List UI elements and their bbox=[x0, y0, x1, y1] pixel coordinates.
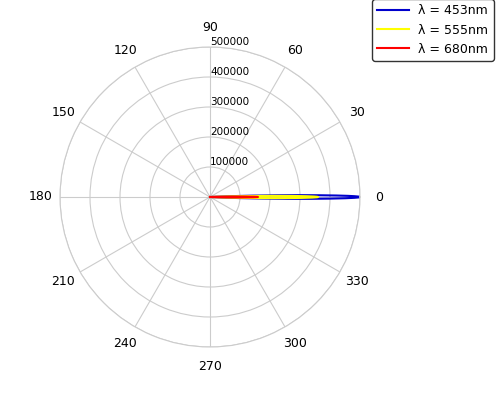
λ = 680nm bbox=[207, 195, 213, 199]
λ = 680nm bbox=[255, 195, 261, 199]
Legend: λ = 453nm, λ = 555nm, λ = 680nm: λ = 453nm, λ = 555nm, λ = 680nm bbox=[372, 0, 494, 61]
λ = 453nm bbox=[207, 195, 213, 199]
λ = 555nm bbox=[207, 195, 213, 199]
λ = 680nm bbox=[207, 195, 213, 199]
λ = 680nm bbox=[207, 195, 213, 199]
λ = 453nm bbox=[207, 195, 213, 199]
λ = 555nm bbox=[207, 195, 213, 199]
λ = 453nm bbox=[207, 195, 213, 199]
Line: λ = 453nm: λ = 453nm bbox=[210, 195, 360, 199]
λ = 680nm bbox=[207, 195, 213, 199]
λ = 453nm bbox=[207, 195, 213, 199]
λ = 453nm bbox=[207, 195, 213, 199]
λ = 680nm bbox=[207, 195, 213, 199]
λ = 555nm bbox=[207, 195, 213, 199]
λ = 453nm bbox=[207, 195, 213, 199]
λ = 555nm bbox=[207, 195, 213, 199]
λ = 555nm bbox=[315, 195, 321, 199]
λ = 453nm bbox=[207, 195, 213, 199]
λ = 555nm bbox=[207, 195, 213, 199]
λ = 680nm bbox=[207, 195, 213, 199]
λ = 453nm bbox=[357, 195, 363, 199]
λ = 680nm bbox=[207, 195, 213, 199]
λ = 555nm bbox=[207, 195, 213, 199]
λ = 453nm bbox=[207, 195, 213, 199]
λ = 555nm bbox=[207, 195, 213, 199]
λ = 555nm bbox=[207, 195, 213, 199]
Line: λ = 555nm: λ = 555nm bbox=[210, 196, 318, 198]
λ = 680nm bbox=[207, 195, 213, 199]
